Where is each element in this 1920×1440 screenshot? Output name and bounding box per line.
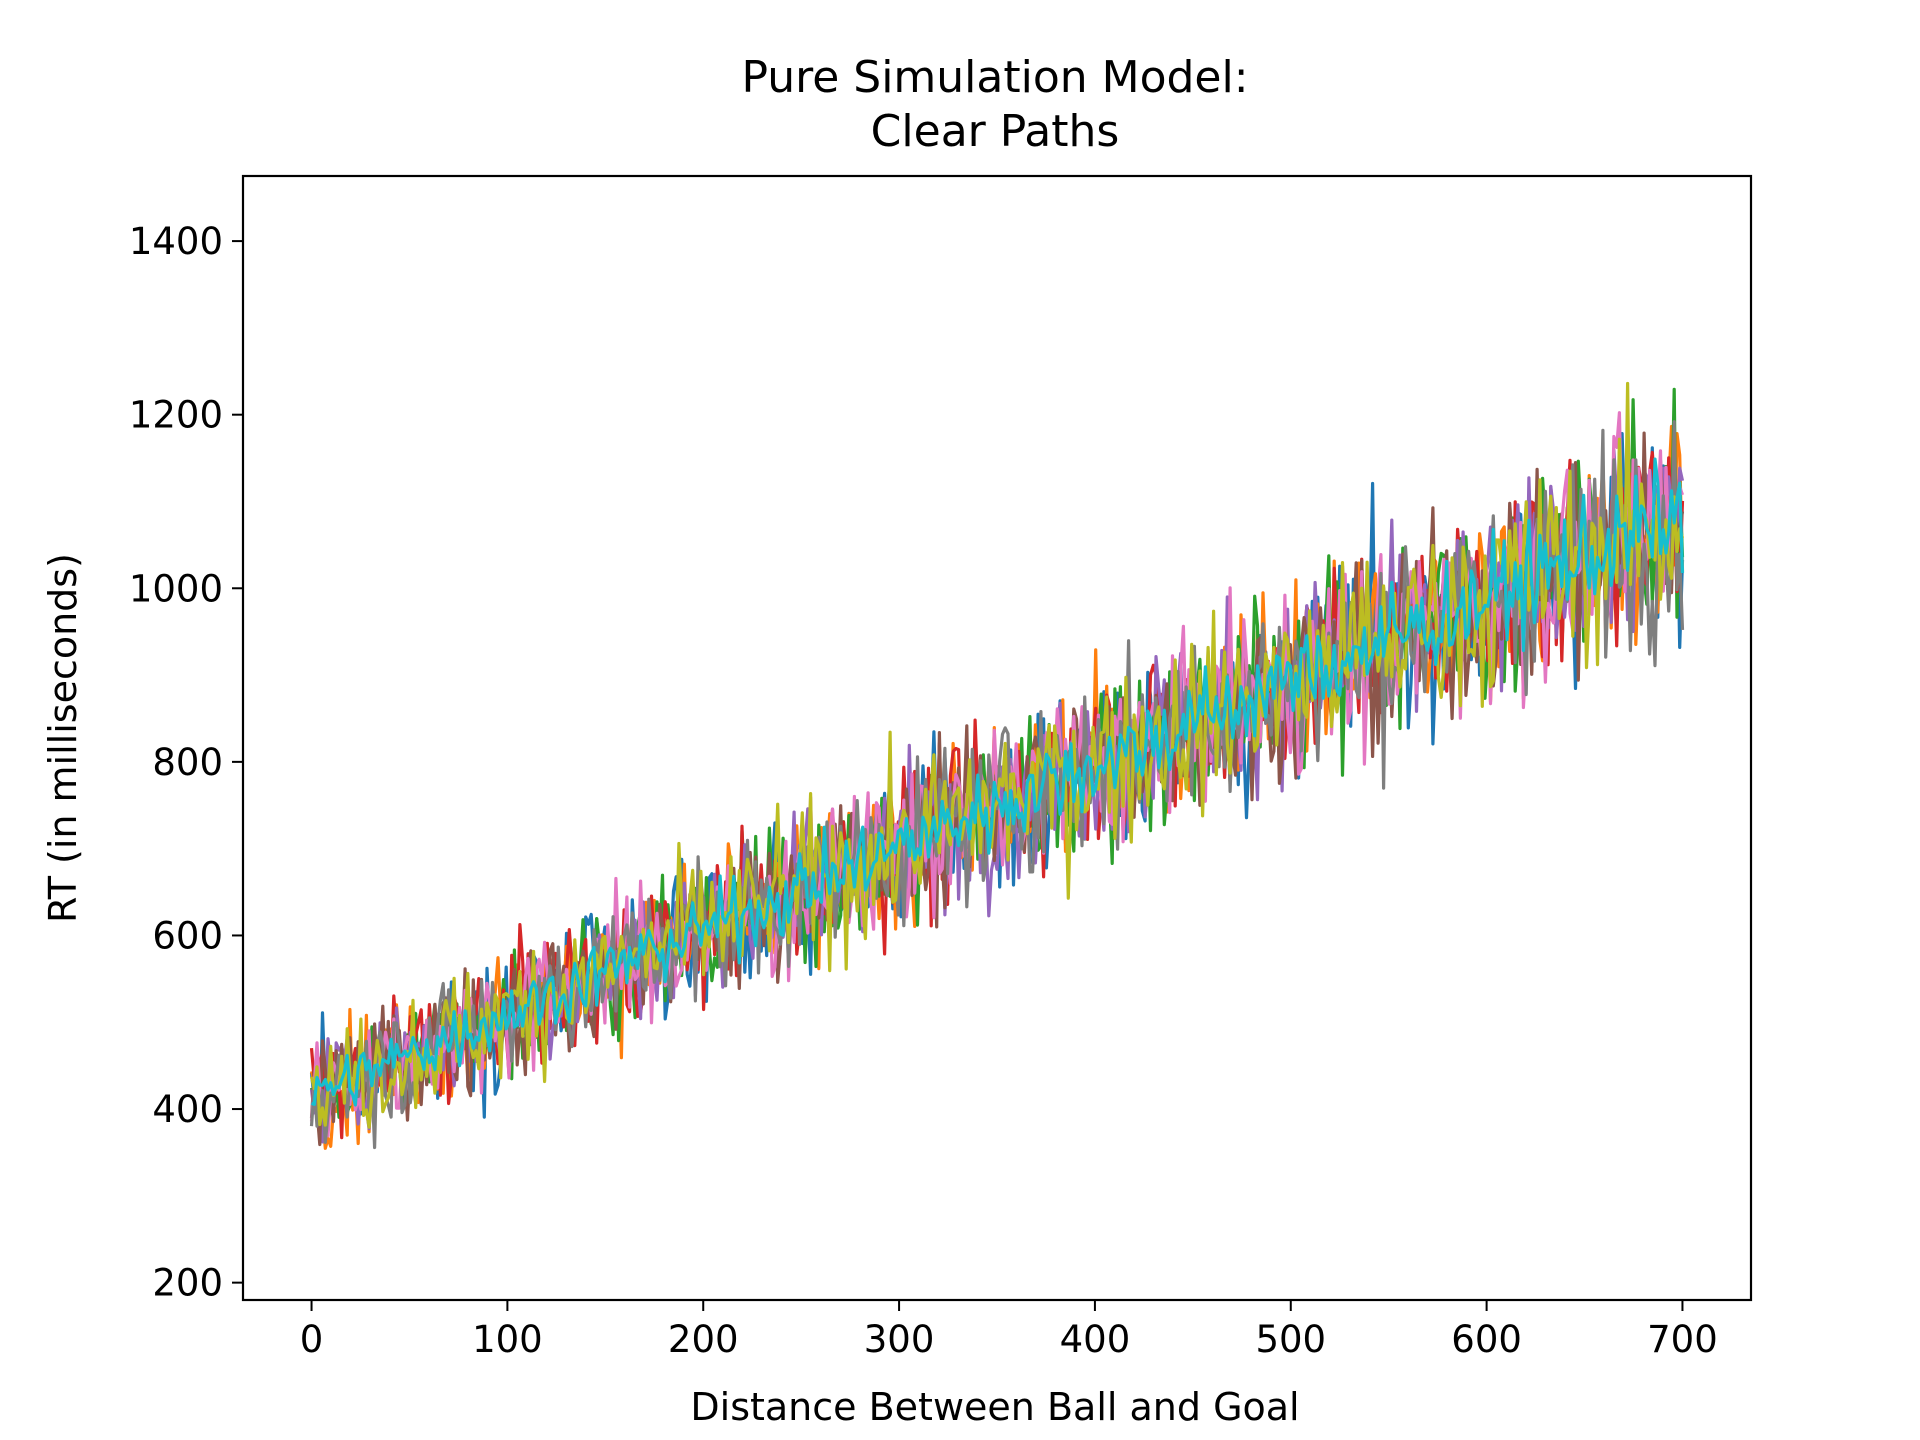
y-tick-label: 200 bbox=[152, 1262, 223, 1305]
x-tick-label: 500 bbox=[1255, 1318, 1326, 1361]
x-tick-label: 0 bbox=[300, 1318, 324, 1361]
y-axis-label: RT (in milliseconds) bbox=[41, 553, 85, 923]
x-tick-label: 400 bbox=[1060, 1318, 1131, 1361]
y-tick-label: 600 bbox=[152, 914, 223, 957]
series-group bbox=[309, 381, 1685, 1150]
x-tick-label: 600 bbox=[1451, 1318, 1522, 1361]
y-tick-label: 800 bbox=[152, 741, 223, 784]
x-tick-label: 200 bbox=[668, 1318, 739, 1361]
y-tick-label: 400 bbox=[152, 1088, 223, 1131]
chart-subtitle: Clear Paths bbox=[871, 106, 1120, 157]
y-axis: 200 400 600 800 1000 1200 1400 bbox=[129, 220, 243, 1305]
chart-title: Pure Simulation Model: bbox=[741, 52, 1248, 103]
x-axis: 0 100 200 300 400 500 600 700 bbox=[300, 1300, 1718, 1361]
y-tick-label: 1400 bbox=[129, 220, 223, 263]
y-tick-label: 1200 bbox=[129, 394, 223, 437]
x-tick-label: 700 bbox=[1647, 1318, 1718, 1361]
x-tick-label: 100 bbox=[472, 1318, 543, 1361]
y-tick-label: 1000 bbox=[129, 567, 223, 610]
x-tick-label: 300 bbox=[864, 1318, 935, 1361]
series-line bbox=[310, 457, 1685, 1107]
x-axis-label: Distance Between Ball and Goal bbox=[690, 1385, 1299, 1429]
plot-frame bbox=[241, 174, 1753, 1302]
